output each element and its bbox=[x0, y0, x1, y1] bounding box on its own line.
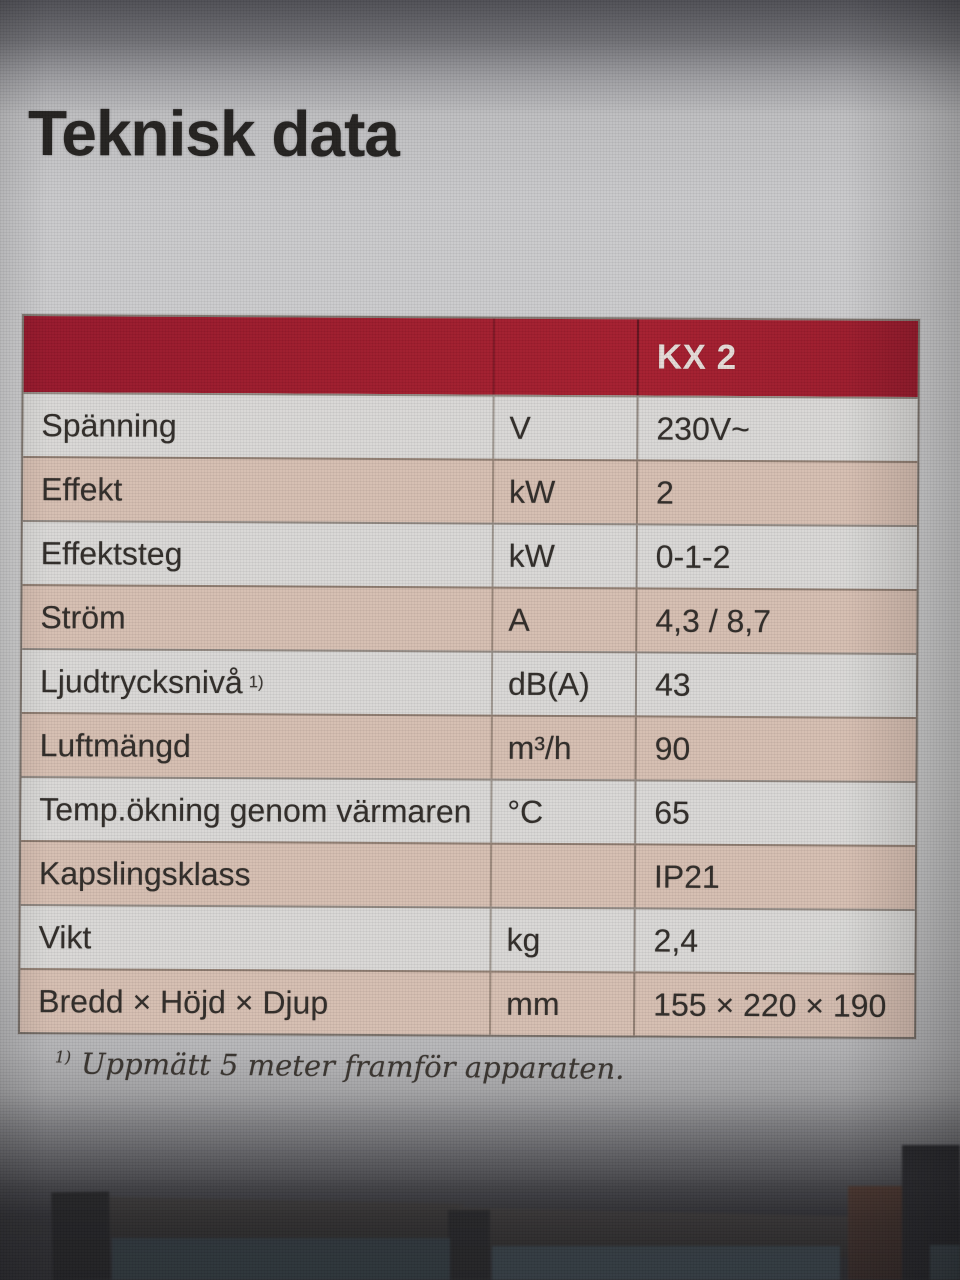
footnote-text: Uppmätt 5 meter framför apparaten. bbox=[80, 1046, 625, 1086]
table-row: Effekt kW 2 bbox=[22, 456, 918, 525]
row-label: Spänning bbox=[41, 406, 177, 444]
row-label: Ljudtrycksnivå 1) bbox=[39, 662, 264, 700]
row-unit: V bbox=[492, 396, 637, 460]
row-unit: dB(A) bbox=[490, 652, 636, 716]
table-row: Effektsteg kW 0-1-2 bbox=[22, 520, 917, 589]
row-unit: mm bbox=[489, 972, 634, 1036]
row-label: Effektsteg bbox=[40, 534, 183, 572]
row-value: 4,3 / 8,7 bbox=[635, 589, 917, 653]
row-value: 43 bbox=[634, 653, 917, 717]
row-label: Bredd × Höjd × Djup bbox=[38, 982, 329, 1021]
technical-data-table: KX 2 Spänning V 230V~ Effekt kW 2 Effekt… bbox=[18, 313, 921, 1040]
table-row: Ström A 4,3 / 8,7 bbox=[22, 584, 917, 653]
row-value: IP21 bbox=[633, 845, 916, 909]
header-product-cell: KX 2 bbox=[636, 319, 919, 398]
row-unit: kW bbox=[491, 460, 637, 524]
photo-shadow-gradient bbox=[0, 1090, 960, 1280]
row-label: Effekt bbox=[41, 470, 123, 508]
background-photo bbox=[0, 1090, 960, 1280]
product-name: KX 2 bbox=[656, 337, 737, 377]
row-value: 0-1-2 bbox=[635, 525, 917, 589]
row-label: Ström bbox=[40, 598, 126, 636]
page-title: Teknisk data bbox=[27, 96, 400, 171]
table-row: Spänning V 230V~ bbox=[23, 392, 918, 462]
row-unit: kW bbox=[491, 524, 636, 588]
row-unit: °C bbox=[490, 780, 635, 844]
footnote-marker: 1) bbox=[54, 1047, 72, 1067]
table-row: Kapslingsklass IP21 bbox=[20, 840, 916, 909]
table-row: Temp.ökning genom värmaren °C 65 bbox=[21, 776, 916, 845]
table-row: Vikt kg 2,4 bbox=[20, 904, 915, 973]
row-unit: kg bbox=[489, 908, 634, 972]
header-unit-cell bbox=[492, 318, 638, 396]
footnote: 1) Uppmätt 5 meter framför apparaten. bbox=[54, 1046, 625, 1086]
row-unit bbox=[489, 844, 635, 908]
row-unit: A bbox=[491, 588, 636, 652]
row-unit: m³/h bbox=[490, 716, 635, 780]
row-value: 2 bbox=[635, 461, 918, 525]
row-label: Luftmängd bbox=[39, 726, 191, 764]
row-value: 230V~ bbox=[636, 397, 918, 462]
row-label: Temp.ökning genom värmaren bbox=[39, 790, 472, 830]
row-label: Kapslingsklass bbox=[38, 854, 251, 892]
row-label: Vikt bbox=[38, 918, 92, 955]
table-row: Ljudtrycksnivå 1) dB(A) 43 bbox=[21, 648, 917, 717]
table-header-row: KX 2 bbox=[23, 316, 919, 398]
row-value: 90 bbox=[634, 717, 916, 781]
row-value: 65 bbox=[634, 781, 916, 845]
footnote-reference: 1) bbox=[248, 672, 264, 692]
table-row: Bredd × Höjd × Djup mm 155 × 220 × 190 bbox=[20, 968, 915, 1037]
header-label-cell bbox=[24, 316, 493, 395]
row-value: 2,4 bbox=[633, 909, 915, 973]
table-row: Luftmängd m³/h 90 bbox=[21, 712, 916, 781]
row-value: 155 × 220 × 190 bbox=[633, 973, 915, 1037]
